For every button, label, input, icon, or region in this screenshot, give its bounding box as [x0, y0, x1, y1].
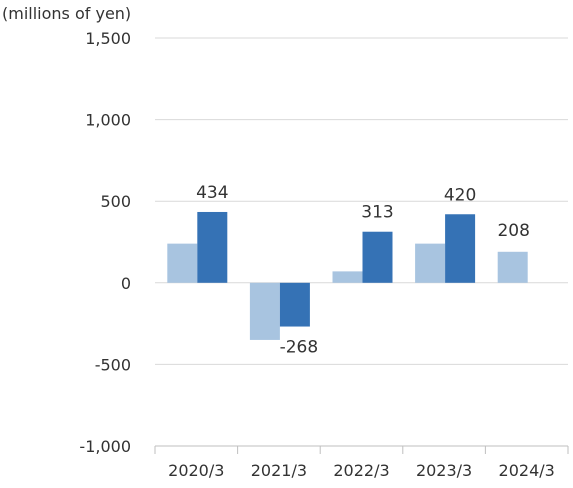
data-label: -268: [280, 338, 319, 358]
bar-dark: [445, 214, 476, 283]
bar-light: [415, 243, 446, 283]
bar-light: [497, 251, 528, 283]
y-tick-label: 1,500: [85, 29, 131, 48]
x-tick-label: 2021/3: [251, 461, 307, 480]
data-label: 434: [196, 183, 228, 203]
x-tick-label: 2022/3: [333, 461, 389, 480]
bar-light: [332, 271, 363, 283]
x-tick-label: 2020/3: [168, 461, 224, 480]
unit-label: (millions of yen): [2, 4, 132, 23]
data-label: 208: [497, 221, 529, 241]
bar-light: [167, 243, 198, 283]
x-tick-label: 2023/3: [416, 461, 472, 480]
bar-dark: [279, 282, 310, 327]
bar-dark: [197, 211, 228, 283]
x-tick-label: 2024/3: [499, 461, 555, 480]
y-tick-label: -500: [95, 355, 131, 374]
bar-light: [249, 282, 280, 340]
data-label: 313: [361, 203, 393, 223]
y-tick-label: 500: [100, 192, 131, 211]
data-label: 420: [444, 185, 476, 205]
bar-dark: [362, 231, 393, 283]
y-tick-label: 0: [121, 274, 131, 293]
y-tick-label: 1,000: [85, 111, 131, 130]
y-tick-label: -1,000: [79, 437, 131, 456]
